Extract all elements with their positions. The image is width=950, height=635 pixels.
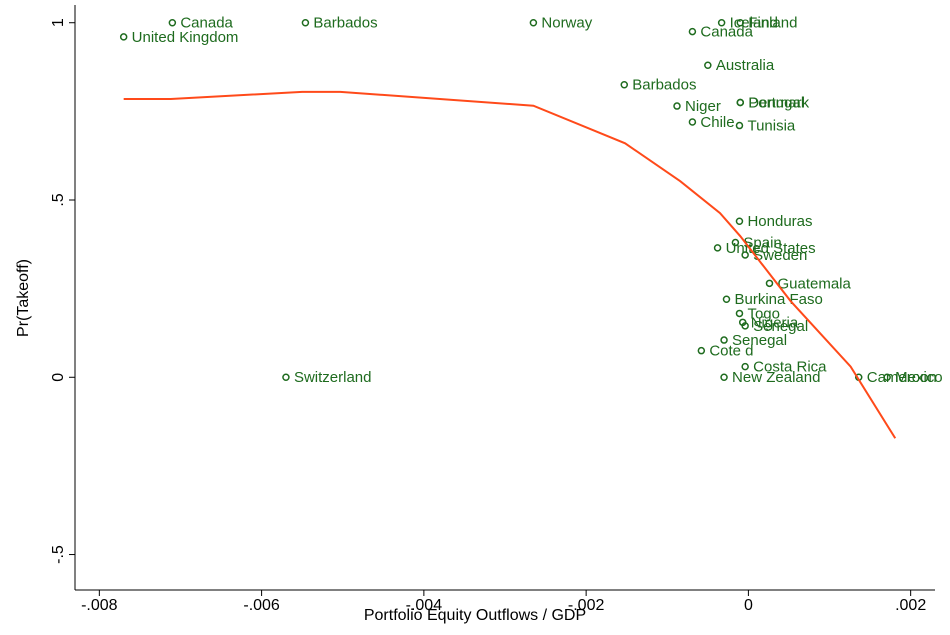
- y-tick-label: 1: [50, 18, 67, 27]
- point: [735, 121, 744, 130]
- point: [741, 251, 749, 259]
- point: [720, 373, 728, 382]
- point-label: United Kingdom: [132, 29, 239, 46]
- point: [529, 18, 538, 27]
- point-label: Nigeria: [751, 314, 799, 331]
- x-tick-label: 0: [744, 597, 753, 614]
- point-label: United States: [726, 240, 816, 257]
- point: [735, 309, 744, 318]
- point-label: Denmark: [748, 94, 809, 111]
- point: [741, 322, 749, 330]
- x-tick-label: .002: [895, 597, 926, 614]
- point-label: Chile: [700, 114, 734, 131]
- y-tick-label: .5: [50, 193, 67, 206]
- point: [717, 18, 726, 27]
- point-label: Guatemala: [777, 275, 851, 292]
- x-tick-label: -.002: [568, 597, 605, 614]
- point-label: Cameroon: [867, 369, 937, 386]
- point-label: Finland: [748, 15, 797, 32]
- y-tick-label: 0: [50, 373, 67, 382]
- point: [697, 346, 706, 355]
- point-label: Honduras: [747, 213, 812, 230]
- point-label: Canada: [180, 15, 233, 32]
- point-label: Tunisia: [747, 118, 795, 135]
- point: [688, 27, 697, 36]
- point: [765, 279, 774, 288]
- point-label: Costa Rica: [753, 359, 827, 376]
- x-tick-label: -.004: [406, 597, 443, 614]
- point-label: Iceland: [730, 15, 778, 32]
- point: [119, 33, 128, 41]
- point-label: Barbados: [632, 77, 696, 94]
- point-label: Barbados: [313, 15, 377, 32]
- point: [735, 217, 744, 226]
- point-label: Cote d: [709, 343, 753, 360]
- x-tick-label: -.006: [243, 597, 280, 614]
- point: [704, 61, 712, 70]
- y-axis-title: Pr(Takeoff): [15, 259, 32, 337]
- x-axis-title: Portfolio Equity Outflows / GDP: [364, 607, 586, 624]
- point-label: Togo: [747, 305, 780, 322]
- point: [301, 18, 310, 27]
- point: [282, 373, 290, 382]
- point: [168, 18, 177, 27]
- point: [731, 238, 740, 247]
- point-label: Burkina Faso: [734, 291, 822, 308]
- point: [736, 98, 745, 107]
- point-label: New Zealand: [732, 369, 820, 386]
- point-label: Senegal: [732, 332, 787, 349]
- point: [673, 102, 681, 110]
- point-label: Australia: [716, 57, 775, 74]
- point-label: Spain: [743, 235, 781, 252]
- x-tick-label: -.008: [81, 597, 118, 614]
- point-label: Switzerland: [294, 369, 372, 386]
- point: [736, 18, 745, 27]
- point-label: Niger: [685, 98, 721, 115]
- point-label: Mexico: [895, 369, 943, 386]
- point: [713, 244, 722, 252]
- point: [688, 118, 697, 126]
- point-label: Canada: [700, 24, 753, 41]
- point: [883, 373, 891, 382]
- point-label: Portugal: [748, 94, 804, 111]
- point: [620, 81, 629, 89]
- point-label: Senegal: [753, 318, 808, 335]
- point-label: Sweden: [753, 247, 807, 264]
- point: [720, 336, 728, 344]
- y-tick-label: -.5: [50, 545, 67, 564]
- point: [741, 362, 749, 371]
- point: [722, 295, 731, 304]
- fit-line: [123, 90, 897, 439]
- point-label: Norway: [541, 15, 592, 32]
